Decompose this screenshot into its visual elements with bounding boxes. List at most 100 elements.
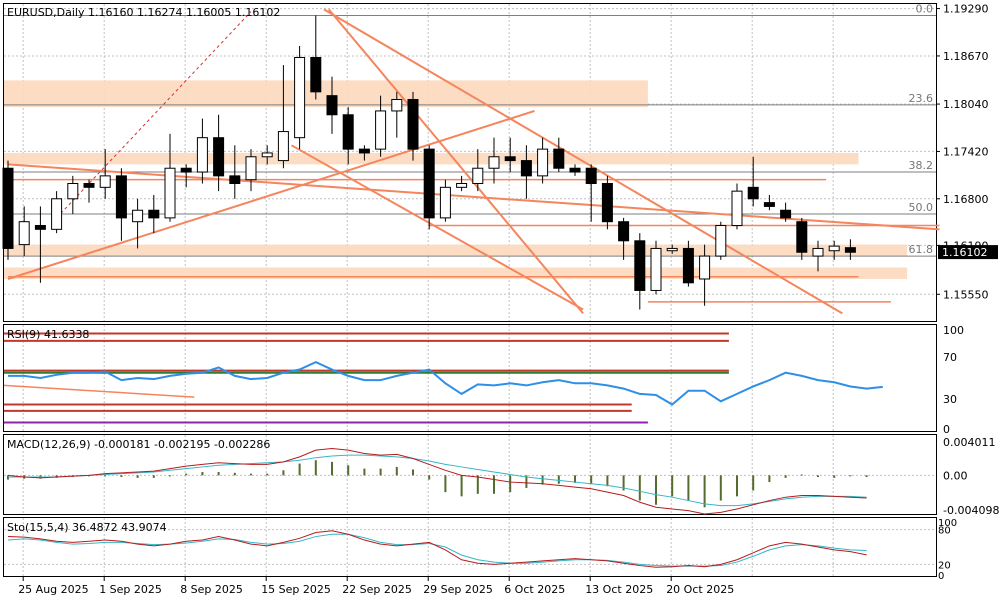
candle-bull <box>196 137 208 173</box>
candle-bear <box>2 167 14 249</box>
candle-bear <box>358 148 370 154</box>
macd-tick-label: 0.00 <box>943 469 968 482</box>
current-price-badge: 1.16102 <box>938 245 998 259</box>
rsi-indicator: 100 70 30 0 <box>3 324 964 436</box>
candle-bull <box>650 247 662 291</box>
macd-panel-header: MACD(12,26,9) -0.000181 -0.002195 -0.002… <box>7 438 270 451</box>
rsi-tick-label: 30 <box>943 393 957 406</box>
macd-histogram-bar <box>201 471 204 476</box>
macd-signal-line <box>8 454 867 507</box>
time-tick-label: 25 Aug 2025 <box>18 583 88 596</box>
candle-bear <box>504 156 516 162</box>
macd-histogram-bar <box>217 471 220 476</box>
current-price-badge-box <box>938 245 998 260</box>
candle-bear <box>229 175 241 185</box>
candle-bear <box>569 167 581 173</box>
macd-histogram-bar <box>185 473 188 476</box>
zone-band <box>4 267 908 279</box>
time-tick-label: 29 Sep 2025 <box>423 583 493 596</box>
rsi-panel-frame <box>3 324 937 432</box>
rsi-tick-label: 100 <box>943 324 964 337</box>
time-axis: 25 Aug 2025 1 Sep 2025 8 Sep 2025 15 Sep 20… <box>18 577 734 596</box>
trend-line <box>323 8 843 315</box>
candle-bear <box>115 175 127 219</box>
candle-bear <box>634 240 646 291</box>
macd-histogram-bar <box>703 475 706 508</box>
macd-panel-frame <box>3 434 937 515</box>
candle-bear <box>83 183 95 188</box>
stoch-panel-frame <box>3 517 937 577</box>
price-panel-header: EURUSD,Daily 1.16160 1.16274 1.16005 1.1… <box>7 6 280 19</box>
candle-bull <box>294 56 306 139</box>
macd-histogram-bar <box>169 475 171 477</box>
price-tick-label: 1.18040 <box>943 98 989 111</box>
macd-histogram-bar <box>557 475 560 484</box>
macd-histogram-bar <box>493 475 495 494</box>
stoch-signal-line <box>7 533 867 567</box>
candle-bear <box>844 247 856 253</box>
macd-histogram-bar <box>347 465 350 476</box>
time-tick-label: 13 Oct 2025 <box>585 583 653 596</box>
candle-bear <box>780 209 792 219</box>
trend-line <box>7 109 535 280</box>
macd-histogram-bar <box>331 461 333 476</box>
dotted-trend-line <box>56 11 252 219</box>
candle-bear <box>763 202 775 207</box>
macd-histogram-bar <box>444 475 447 493</box>
macd-histogram-bar <box>250 473 252 476</box>
fib-level-label: 61.8 <box>909 243 934 256</box>
macd-histogram-bar <box>655 475 657 505</box>
fib-level-label: 50.0 <box>909 201 934 214</box>
candle-bear <box>747 186 759 200</box>
candle-bull <box>812 247 824 257</box>
macd-histogram-bar <box>233 472 236 476</box>
macd-histogram-bar <box>266 473 269 476</box>
rsi-panel-header: RSI(9) 41.6338 <box>7 328 89 341</box>
rsi-line <box>8 361 883 406</box>
stoch-tick-label: 100 <box>938 518 957 529</box>
stoch-tick-label: 20 <box>938 560 951 571</box>
trend-lines <box>7 8 940 315</box>
macd-histogram-bar <box>460 475 463 497</box>
candle-bull <box>132 209 144 223</box>
price-tick-label: 1.18670 <box>943 50 989 63</box>
candle-bull <box>715 225 727 257</box>
macd-histogram-bar <box>104 475 107 477</box>
candle-bull <box>375 110 387 150</box>
macd-histogram-bar <box>314 460 317 476</box>
candle-bear <box>310 56 322 93</box>
candle-bull <box>261 152 273 158</box>
price-tick-label: 1.17420 <box>943 145 989 158</box>
candle-bear <box>682 247 694 284</box>
time-tick-label: 6 Oct 2025 <box>504 583 565 596</box>
candle-bear <box>618 221 630 242</box>
macd-tick-label: -0.004098 <box>943 504 999 517</box>
candle-bear <box>796 221 808 253</box>
candle-bull <box>488 156 500 169</box>
price-tick-label: 1.16800 <box>943 193 989 206</box>
stoch-tick-label: 0 <box>938 571 944 582</box>
rsi-trend-line <box>3 384 195 398</box>
rsi-tick-label: 70 <box>943 351 957 364</box>
price-tick-label: 1.19290 <box>943 3 989 16</box>
candle-bull <box>666 247 678 252</box>
time-tick-label: 8 Sep 2025 <box>180 583 243 596</box>
candle-bear <box>585 167 597 185</box>
candle-bear <box>601 183 613 223</box>
candle-bull <box>391 98 403 112</box>
time-tick-label: 20 Oct 2025 <box>666 583 734 596</box>
macd-histogram-bar <box>509 475 512 493</box>
macd-histogram-bar <box>606 475 609 487</box>
candle-bull <box>699 255 711 280</box>
candle-bear <box>342 114 354 150</box>
candle-bear <box>520 160 532 177</box>
trend-line <box>291 144 584 311</box>
stoch-panel-header: Sto(15,5,4) 36.4872 43.9074 <box>7 521 167 534</box>
macd-main-line <box>7 447 867 515</box>
current-price-label: 1.16102 <box>942 246 988 259</box>
candle-bull <box>472 167 484 185</box>
macd-histogram-bar <box>638 475 641 501</box>
candle-bull <box>164 167 176 219</box>
